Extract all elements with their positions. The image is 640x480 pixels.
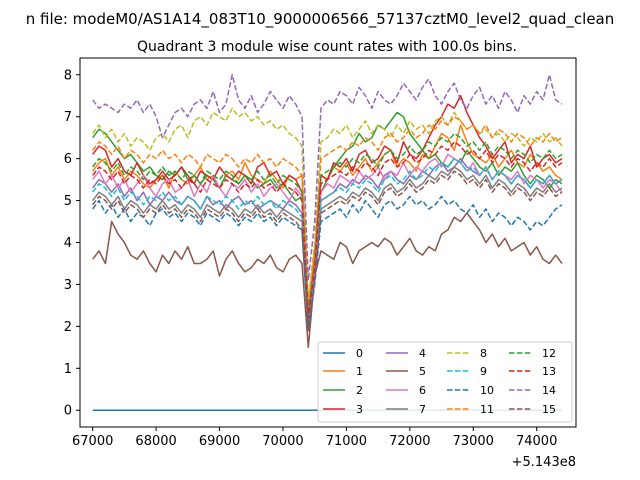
legend-label: 7 (419, 403, 426, 416)
x-offset-text: +5.143e8 (512, 455, 576, 470)
y-tick-label: 7 (64, 110, 72, 125)
series-line-7 (92, 166, 563, 328)
legend-box (317, 341, 573, 423)
legend-label: 3 (356, 403, 363, 416)
y-tick-label: 1 (64, 362, 72, 377)
y-tick-label: 5 (64, 194, 72, 209)
series-line-12 (92, 132, 563, 315)
legend-label: 13 (542, 365, 556, 378)
x-tick-label: 73000 (453, 434, 494, 449)
legend-label: 15 (542, 403, 556, 416)
series-line-11 (92, 115, 563, 311)
x-tick-label: 67000 (72, 434, 113, 449)
y-tick-label: 4 (64, 236, 72, 251)
y-tick-label: 6 (64, 152, 72, 167)
legend-label: 10 (480, 384, 494, 397)
legend-label: 12 (542, 347, 556, 360)
legend-label: 11 (480, 403, 494, 416)
legend-label: 14 (542, 384, 556, 397)
y-tick-label: 8 (64, 68, 72, 83)
series-line-14 (92, 74, 563, 281)
series-line-9 (92, 157, 563, 323)
legend-label: 2 (356, 384, 363, 397)
y-tick-label: 2 (64, 320, 72, 335)
legend-label: 9 (480, 365, 487, 378)
legend-label: 4 (419, 347, 426, 360)
series-line-13 (92, 141, 563, 319)
legend-label: 6 (419, 384, 426, 397)
x-axis: 67000 68000 69000 70000 71000 72000 73000 74000 (72, 427, 557, 449)
x-tick-label: 69000 (199, 434, 240, 449)
series-line-5 (92, 212, 563, 349)
series-layer (92, 74, 563, 411)
series-line-15 (92, 170, 563, 332)
x-tick-label: 74000 (516, 434, 557, 449)
y-tick-label: 3 (64, 278, 72, 293)
legend-label: 0 (356, 347, 363, 360)
series-line-8 (92, 107, 563, 302)
y-tick-label: 0 (64, 404, 72, 419)
x-tick-label: 70000 (262, 434, 303, 449)
legend-label: 8 (480, 347, 487, 360)
x-tick-label: 72000 (389, 434, 430, 449)
chart-title: Quadrant 3 module wise count rates with … (137, 39, 517, 55)
legend-label: 5 (419, 365, 426, 378)
legend-label: 1 (356, 365, 363, 378)
series-line-10 (92, 195, 563, 332)
x-tick-label: 71000 (326, 434, 367, 449)
suptitle: n file: modeM0/AS1A14_083T10_9000006566_… (26, 10, 615, 29)
y-axis: 0 1 2 3 4 5 6 7 8 (64, 68, 80, 419)
x-tick-label: 68000 (135, 434, 176, 449)
